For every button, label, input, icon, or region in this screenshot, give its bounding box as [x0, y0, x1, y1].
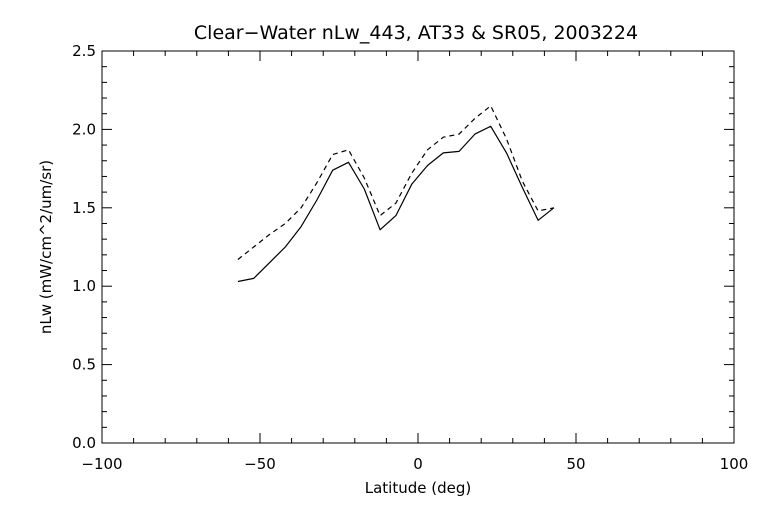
x-tick-label: 50 — [566, 455, 585, 473]
y-tick-label: 2.0 — [72, 120, 96, 138]
x-axis: −100 −50 0 50 100 — [81, 51, 748, 473]
y-tick-label: 0.0 — [72, 434, 96, 452]
y-tick-label: 1.5 — [72, 199, 96, 217]
dashed-series-line — [237, 105, 555, 260]
x-tick-label: −50 — [244, 455, 276, 473]
x-tick-label: 0 — [413, 455, 423, 473]
y-tick-label: 2.5 — [72, 42, 96, 60]
x-axis-label: Latitude (deg) — [365, 479, 471, 497]
plot-frame — [101, 50, 735, 444]
y-tick-label: 0.5 — [72, 356, 96, 374]
series-layer — [237, 105, 555, 283]
y-axis-label: nLw (mW/cm^2/um/sr) — [37, 160, 55, 334]
x-tick-label: 100 — [720, 455, 749, 473]
y-axis: 0.0 0.5 1.0 1.5 2.0 2.5 — [72, 42, 734, 452]
solid-series-line — [237, 125, 555, 283]
y-tick-label: 1.0 — [72, 277, 96, 295]
x-tick-label: −100 — [81, 455, 122, 473]
chart-title: Clear−Water nLw_443, AT33 & SR05, 200322… — [194, 22, 638, 44]
